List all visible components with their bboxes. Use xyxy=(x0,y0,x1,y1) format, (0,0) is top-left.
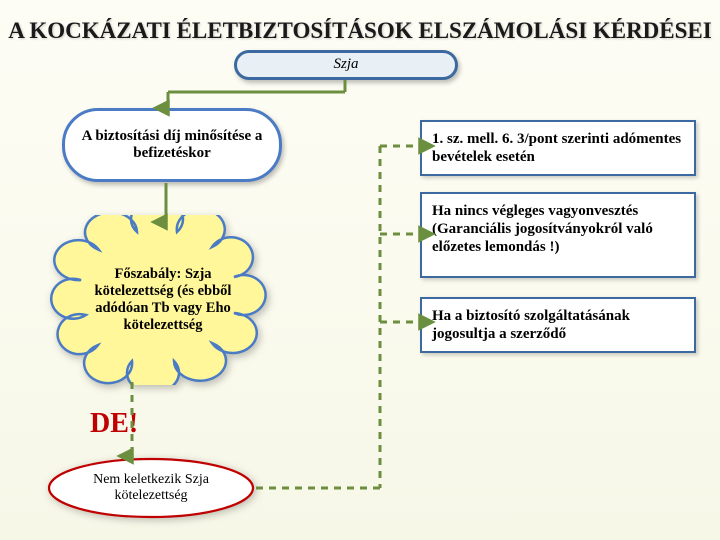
main-rule-cloud: Főszabály: Szja kötelezettség (és ebből … xyxy=(48,215,278,385)
top-oval: A biztosítási díj minősítése a befizetés… xyxy=(62,108,282,182)
right-box-3: Ha a biztosító szolgáltatásának jogosult… xyxy=(420,297,696,353)
szja-chip: Szja xyxy=(234,50,458,80)
top-oval-label: A biztosítási díj minősítése a befizetés… xyxy=(81,128,263,163)
bottom-oval-label: Nem keletkezik Szja kötelezettség xyxy=(56,466,246,510)
right-box-2: Ha nincs végleges vagyonvesztés (Garanci… xyxy=(420,192,696,278)
de-emphasis: DE! xyxy=(90,408,138,440)
right-box-1: 1. sz. mell. 6. 3/pont szerinti adómente… xyxy=(420,120,696,176)
cloud-label: Főszabály: Szja kötelezettség (és ebből … xyxy=(76,253,250,347)
page-title: A KOCKÁZATI ÉLETBIZTOSÍTÁSOK ELSZÁMOLÁSI… xyxy=(0,18,720,44)
bottom-oval: Nem keletkezik Szja kötelezettség xyxy=(46,456,256,520)
szja-chip-label: Szja xyxy=(333,56,358,73)
